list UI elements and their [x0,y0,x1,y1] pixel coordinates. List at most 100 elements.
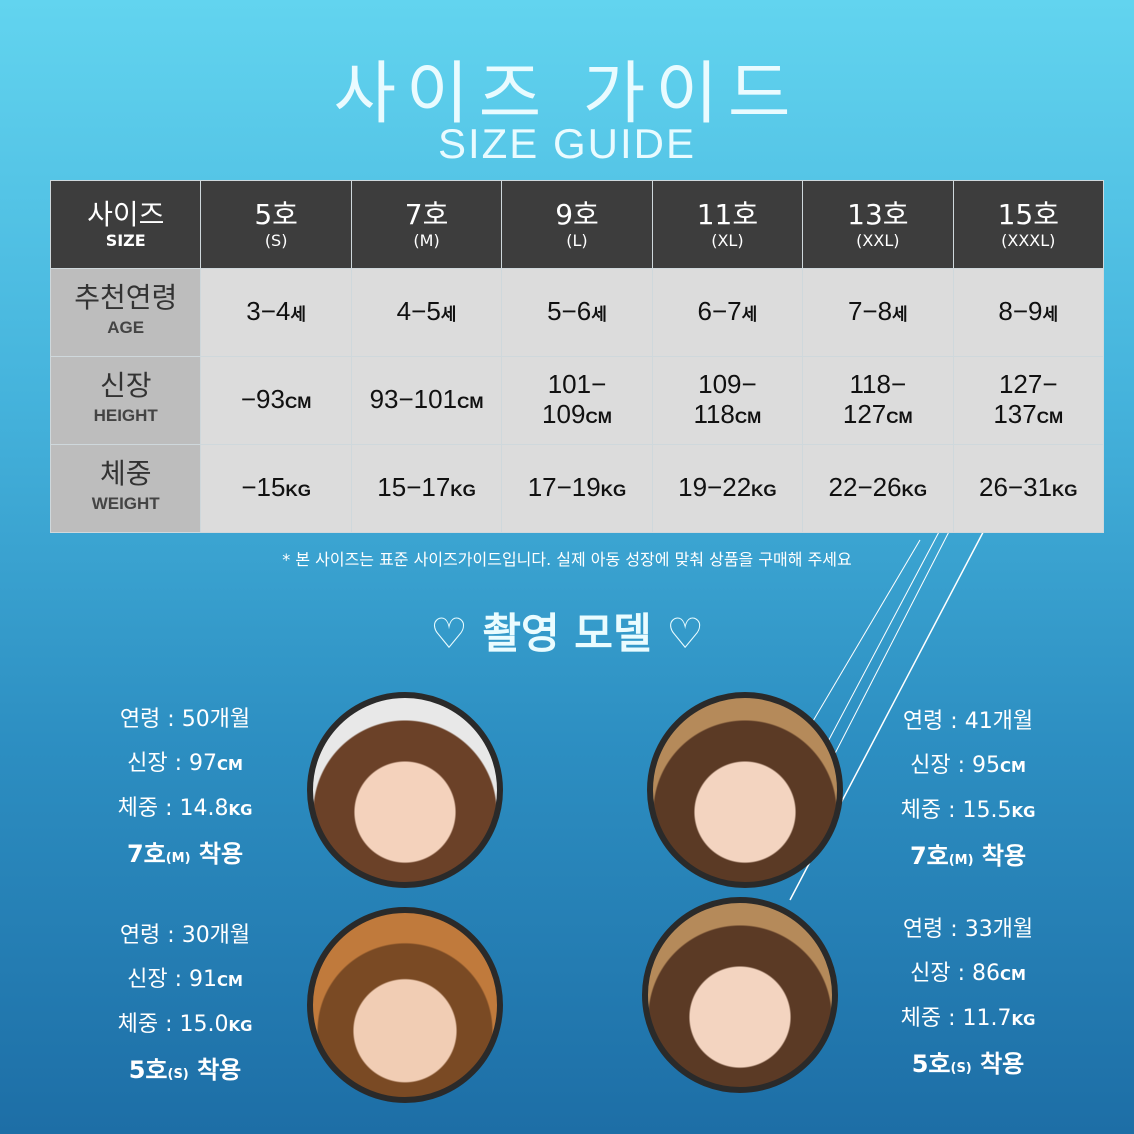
size-en: (XXXL) [1001,231,1056,250]
cell-value: 93−101 [369,383,458,414]
height-value: 신장 : 95 [910,753,1000,778]
worn-label: 착용 [971,1050,1025,1078]
table-cell: 15−17KG [350,444,503,533]
worn-label: 착용 [973,842,1027,870]
cell-unit: 세 [1042,304,1059,324]
model-size-worn: 5호(S) 착용 [838,1042,1098,1091]
cell-unit: CM [585,407,612,427]
worn-label: 착용 [188,1056,242,1084]
size-en: (S) [264,231,288,250]
height-unit: CM [216,756,243,774]
table-cell: 17−19KG [501,444,653,533]
size-ko: 15호 [997,198,1059,231]
size-table: 사이즈 SIZE 5호 (S) 7호 (M) 9호 (L) 11호 (XL) 13호 (XXL) 15… [49,180,1105,533]
weight-value: 체중 : 15.5 [900,798,1012,823]
model-photo [307,907,503,1103]
model-size-worn: 5호(S) 착용 [55,1048,315,1097]
cell-unit: KG [285,480,311,500]
size-en: (M) [413,231,440,250]
size-header: 9호 (L) [501,180,653,269]
cell-unit: CM [1036,407,1064,427]
cell-unit: 세 [892,304,908,324]
row-header: 체중 WEIGHT [49,444,202,533]
size-ko: 7호 [404,198,449,231]
cell-value: 6−7 [697,295,742,326]
model-height: 신장 : 95CM [838,744,1098,789]
table-cell: −15KG [200,444,352,533]
row-ko: 체중 [99,456,152,490]
cell-value: 15−17 [377,471,451,502]
weight-value: 체중 : 14.8 [117,796,229,821]
model-info: 연령 : 50개월 신장 : 97CM 체중 : 14.8KG 7호(M) 착용 [55,698,315,881]
table-cell: 6−7세 [651,268,804,357]
size-en: (XXL) [856,231,900,250]
weight-value: 체중 : 15.0 [117,1012,229,1037]
worn-size-sub: (S) [167,1067,189,1082]
table-cell: 109− 118CM [651,356,804,445]
row-en: HEIGHT [93,405,158,425]
table-cell: 118− 127CM [802,356,954,445]
cell-unit: CM [457,392,484,412]
cell-value: 118− 127 [842,368,907,429]
height-value: 신장 : 91 [127,967,217,992]
worn-size-sub: (M) [948,853,974,868]
cell-value: −93 [240,383,285,414]
model-age: 연령 : 30개월 [119,923,251,948]
height-unit: CM [999,966,1026,984]
cell-value: 101− 109 [542,368,607,429]
size-header: 15호 (XXXL) [952,180,1105,269]
model-size-worn: 7호(M) 착용 [838,834,1098,883]
cell-unit: KG [1052,480,1078,500]
model-info: 연령 : 41개월 신장 : 95CM 체중 : 15.5KG 7호(M) 착용 [838,700,1098,883]
size-note: * 본 사이즈는 표준 사이즈가이드입니다. 실제 아동 성장에 맞춰 상품을 … [282,550,852,569]
row-ko: 신장 [99,368,152,402]
weight-unit: KG [1011,803,1036,821]
cell-unit: KG [450,480,476,500]
cell-unit: CM [886,407,913,427]
weight-unit: KG [228,801,253,819]
table-cell: 3−4세 [200,268,352,357]
table-cell: 5−6세 [501,268,653,357]
model-height: 신장 : 86CM [838,952,1098,997]
size-ko: 11호 [696,198,759,231]
corner-header: 사이즈 SIZE [49,180,202,269]
page-subtitle: SIZE GUIDE [437,120,697,167]
table-row: 신장 HEIGHT −93CM 93−101CM 101− 109CM 109− 118C… [49,356,1105,445]
cell-value: 4−5 [396,295,441,326]
corner-en: SIZE [105,231,146,250]
weight-unit: KG [228,1017,253,1035]
table-cell: 8−9세 [952,268,1105,357]
cell-value: 7−8 [847,295,893,326]
model-weight: 체중 : 14.8KG [55,787,315,832]
cell-value: 19−22 [678,471,752,502]
row-ko: 추천연령 [74,280,178,314]
worn-size: 5호 [911,1050,951,1078]
weight-unit: KG [1011,1011,1036,1029]
cell-value: 109− 118 [693,368,757,429]
table-cell: −93CM [200,356,352,445]
worn-size-sub: (S) [950,1061,972,1076]
cell-unit: CM [734,407,762,427]
corner-ko: 사이즈 [87,198,165,231]
cell-value: 3−4 [246,295,291,326]
size-en: (XL) [711,231,744,250]
table-cell: 22−26KG [802,444,954,533]
cell-value: 5−6 [547,295,592,326]
size-header: 11호 (XL) [651,180,804,269]
page-title: 사이즈 가이드 [333,55,801,134]
table-cell: 127− 137CM [952,356,1105,445]
weight-value: 체중 : 11.7 [900,1006,1012,1031]
table-cell: 7−8세 [802,268,954,357]
table-header-row: 사이즈 SIZE 5호 (S) 7호 (M) 9호 (L) 11호 (XL) 13호 (XXL) 15… [49,180,1105,269]
model-photo [642,897,838,1093]
cell-unit: 세 [591,304,607,324]
model-weight: 체중 : 15.5KG [838,789,1098,834]
model-weight: 체중 : 15.0KG [55,1003,315,1048]
table-cell: 101− 109CM [501,356,653,445]
cell-value: −15 [241,471,286,502]
row-en: WEIGHT [91,493,160,513]
cell-unit: KG [901,480,928,500]
cell-unit: 세 [741,304,758,324]
size-ko: 9호 [555,198,599,231]
size-ko: 5호 [254,198,298,231]
